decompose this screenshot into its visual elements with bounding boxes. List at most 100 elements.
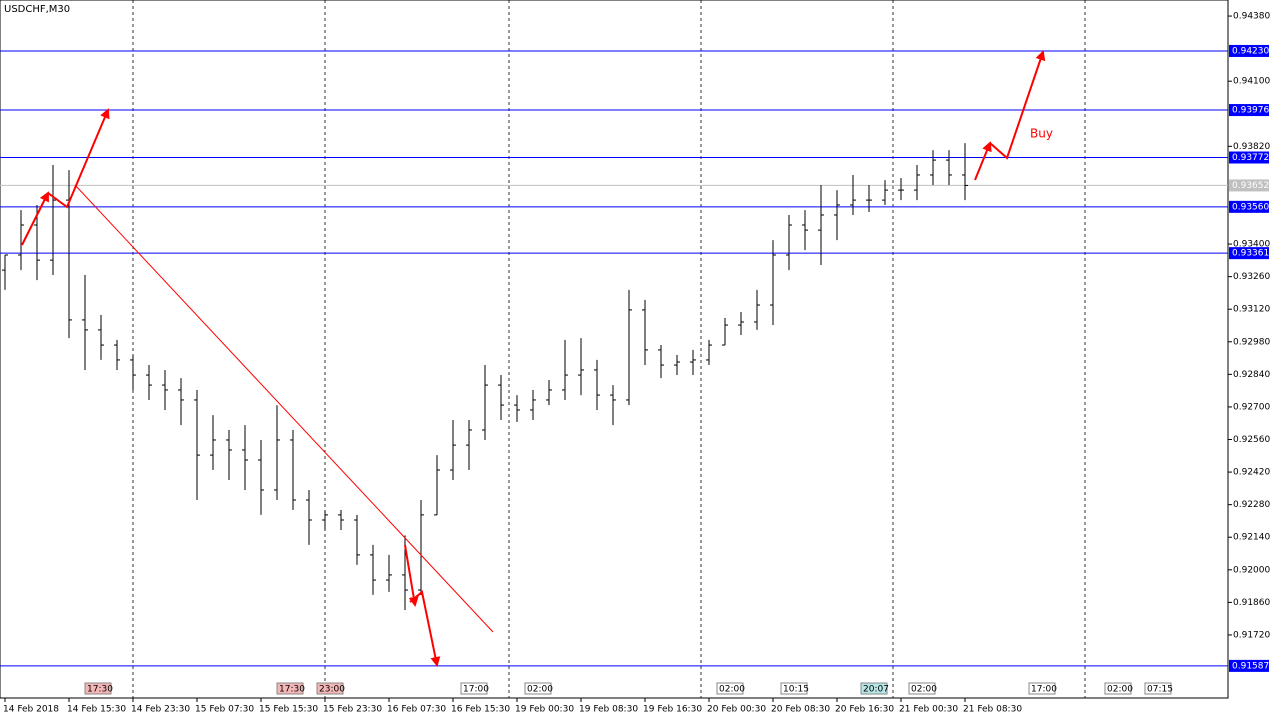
level-label: 0.91587 — [1232, 661, 1269, 671]
arrow — [47, 108, 110, 209]
ohlc-bar — [866, 184, 872, 212]
ohlc-bar — [898, 177, 904, 201]
ohlc-bar — [850, 174, 856, 215]
x-tick-label: 14 Feb 2018 — [3, 705, 59, 715]
y-tick-label: 0.93260 — [1233, 272, 1270, 282]
y-tick-label: 0.92840 — [1233, 370, 1270, 380]
ohlc-bar — [146, 365, 152, 400]
bars-layer — [2, 143, 968, 611]
y-tick-label: 0.92280 — [1233, 500, 1270, 510]
level-label-box — [1229, 44, 1269, 57]
session-marker-label: 10:15 — [783, 685, 809, 695]
y-tick-label: 0.91860 — [1233, 598, 1270, 608]
level-label-box — [1229, 200, 1269, 213]
ohlc-bar — [82, 275, 88, 370]
x-tick-label: 20 Feb 16:30 — [835, 705, 894, 715]
x-tick-label: 20 Feb 00:30 — [707, 705, 766, 715]
ohlc-bar — [226, 429, 232, 480]
y-tick-label: 0.93820 — [1233, 142, 1270, 152]
y-tick-label: 0.92420 — [1233, 468, 1270, 478]
session-marker-box — [780, 682, 808, 695]
ohlc-bar — [370, 544, 376, 595]
annotation: Buy — [1030, 127, 1053, 141]
ohlc-bar — [962, 143, 968, 201]
session-marker-label: 17:30 — [279, 685, 305, 695]
ohlc-bar — [610, 385, 616, 426]
ohlc-bar — [594, 359, 600, 410]
session-marker-box — [316, 682, 344, 695]
session-marker-box — [276, 682, 304, 695]
y-tick-label: 0.92700 — [1233, 402, 1270, 412]
session-marker-label: 17:00 — [463, 685, 489, 695]
x-tick-label: 16 Feb 07:30 — [387, 705, 446, 715]
session-marker-box — [460, 682, 488, 695]
session-marker-label: 02:00 — [911, 685, 937, 695]
x-tick-label: 15 Feb 07:30 — [195, 705, 254, 715]
x-tick-label: 21 Feb 08:30 — [963, 705, 1022, 715]
arrow — [21, 191, 49, 246]
ohlc-bar — [66, 170, 72, 339]
ohlc-bar — [18, 210, 24, 271]
ohlc-bar — [274, 405, 280, 501]
session-marker-label: 23:00 — [319, 685, 345, 695]
y-tick-label: 0.92560 — [1233, 435, 1270, 445]
ohlc-bar — [34, 204, 40, 281]
y-tick-label: 0.91720 — [1233, 630, 1270, 640]
level-label: 0.93772 — [1232, 153, 1269, 163]
session-marker-box — [908, 682, 936, 695]
ohlc-bar — [738, 312, 744, 336]
ohlc-bar — [690, 349, 696, 376]
ohlc-bar — [946, 150, 952, 185]
ohlc-bar — [498, 375, 504, 420]
session-marker-box — [1104, 682, 1132, 695]
ohlc-bar — [450, 419, 456, 480]
ohlc-bar — [530, 389, 536, 420]
y-tick-label: 0.93400 — [1233, 240, 1270, 250]
level-label-box — [1229, 151, 1269, 164]
session-marker-label: 02:00 — [719, 685, 745, 695]
session-marker-label: 02:00 — [527, 685, 553, 695]
ohlc-bar — [546, 379, 552, 406]
current-price-box — [1229, 179, 1269, 192]
session-marker-label: 07:15 — [1147, 685, 1173, 695]
level-label: 0.93560 — [1232, 202, 1269, 212]
ohlc-bar — [98, 315, 104, 360]
ohlc-bar — [386, 554, 392, 592]
y-tick-label: 0.93120 — [1233, 305, 1270, 315]
ohlc-bar — [818, 184, 824, 266]
ohlc-bar — [258, 439, 264, 515]
current-price-label: 0.93652 — [1232, 181, 1269, 191]
ohlc-bar — [210, 415, 216, 470]
x-tick-label: 15 Feb 23:30 — [323, 705, 382, 715]
session-marker-label: 17:00 — [1031, 685, 1057, 695]
arrow — [409, 590, 441, 667]
ohlc-bar — [834, 190, 840, 241]
x-tick-label: 19 Feb 08:30 — [579, 705, 638, 715]
ohlc-bar — [178, 378, 184, 426]
ohlc-bar — [674, 355, 680, 376]
level-label: 0.93976 — [1232, 106, 1269, 116]
session-marker-box — [860, 682, 888, 695]
ohlc-bar — [290, 429, 296, 511]
level-label-box — [1229, 104, 1269, 117]
x-tick-label: 14 Feb 23:30 — [131, 705, 190, 715]
ohlc-bar — [114, 339, 120, 370]
y-tick-label: 0.94380 — [1233, 12, 1270, 22]
ohlc-bar — [50, 164, 56, 276]
arrow — [404, 544, 419, 607]
ohlc-bar — [786, 214, 792, 271]
x-tick-label: 19 Feb 16:30 — [643, 705, 702, 715]
ohlc-bar — [562, 339, 568, 400]
level-label: 0.93361 — [1232, 249, 1269, 259]
axes-layer: 0.94380 0.94100 0.93820 0.93400 0.93260 0.931… — [3, 12, 1270, 715]
ohlc-bar — [626, 289, 632, 406]
ohlc-bar — [882, 180, 888, 205]
session-marker-label: 20:07 — [863, 685, 889, 695]
ohlc-bar — [802, 210, 808, 251]
session-marker-label: 17:30 — [87, 685, 113, 695]
ohlc-bar — [418, 500, 424, 595]
session-marker-label: 02:00 — [1107, 685, 1133, 695]
ohlc-bar — [754, 289, 760, 330]
ohlc-bar — [706, 339, 712, 366]
arrow — [989, 50, 1046, 160]
